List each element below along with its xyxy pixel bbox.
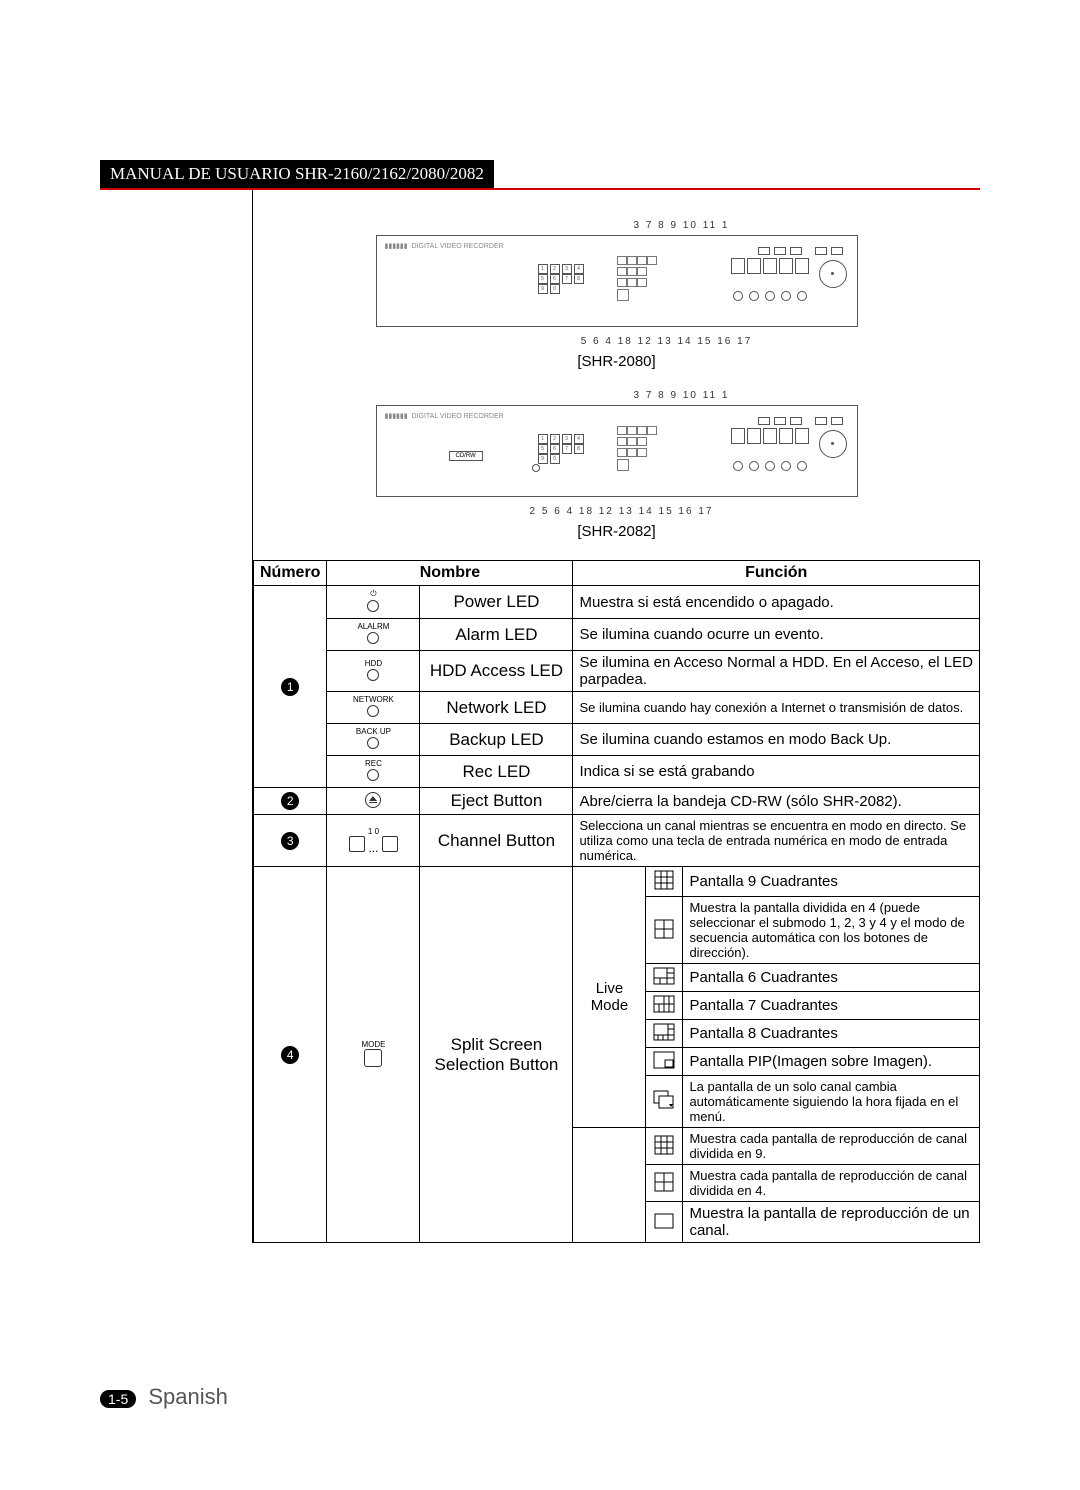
model-label: [SHR-2080] xyxy=(253,353,980,370)
channel-button-grid: 1234 5678 90 xyxy=(537,434,585,464)
mode-button-icon: MODE xyxy=(333,1040,413,1070)
pip-icon xyxy=(653,1051,675,1069)
eject-front-icon xyxy=(532,464,540,472)
col-number: Número xyxy=(254,561,327,586)
item-name: Network LED xyxy=(420,692,573,724)
row-number-badge: 3 xyxy=(281,832,299,850)
sequence-icon xyxy=(653,1090,675,1110)
mode-icons xyxy=(617,256,657,303)
col-name: Nombre xyxy=(327,561,573,586)
jog-dial-icon xyxy=(819,430,847,458)
callout-top: 3 7 8 9 10 11 1 xyxy=(253,390,980,401)
row-number-badge: 4 xyxy=(281,1046,299,1064)
dvr-front-2080: ▮▮▮▮▮▮ DIGITAL VIDEO RECORDER 1234 5678 … xyxy=(376,235,858,327)
item-func: Pantalla 7 Cuadrantes xyxy=(683,992,980,1020)
grid8-icon xyxy=(653,1023,675,1041)
mode-icons xyxy=(617,426,657,473)
item-func: Pantalla 9 Cuadrantes xyxy=(683,867,980,897)
channel-button-grid: 1234 5678 90 xyxy=(537,264,585,294)
jog-dial-icon xyxy=(819,260,847,288)
table-header-row: Número Nombre Función xyxy=(254,561,980,586)
spec-table: Número Nombre Función 1 ⏻ Power LED Mues… xyxy=(253,560,980,1243)
diagram-shr-2082: 3 7 8 9 10 11 1 ▮▮▮▮▮▮ DIGITAL VIDEO REC… xyxy=(253,390,980,540)
grid4-icon xyxy=(654,919,674,939)
table-row: 1 ⏻ Power LED Muestra si está encendido … xyxy=(254,586,980,619)
model-label: [SHR-2082] xyxy=(253,523,980,540)
brand-label: ▮▮▮▮▮▮ DIGITAL VIDEO RECORDER xyxy=(385,412,504,420)
eject-button-icon xyxy=(365,792,381,808)
right-controls xyxy=(730,258,847,309)
callout-bottom: 2 5 6 4 18 12 13 14 15 16 17 xyxy=(253,506,980,517)
item-name: Rec LED xyxy=(420,756,573,788)
channel-button-icon: 1 0 ... xyxy=(333,827,413,855)
item-name: Alarm LED xyxy=(420,619,573,651)
table-row: BACK UP Backup LED Se ilumina cuando est… xyxy=(254,724,980,756)
table-row: NETWORK Network LED Se ilumina cuando ha… xyxy=(254,692,980,724)
backup-led-icon: BACK UP xyxy=(333,727,413,751)
rec-led-icon: REC xyxy=(333,759,413,783)
callout-top: 3 7 8 9 10 11 1 xyxy=(253,220,980,231)
grid6-icon xyxy=(653,967,675,985)
network-led-icon: NETWORK xyxy=(333,695,413,719)
table-row: 4 MODE Split Screen Selection Button Liv… xyxy=(254,867,980,897)
item-func: Muestra cada pantalla de reproducción de… xyxy=(683,1128,980,1165)
item-func: Indica si se está grabando xyxy=(573,756,980,788)
item-func: Pantalla PIP(Imagen sobre Imagen). xyxy=(683,1048,980,1076)
table-row: 3 1 0 ... Channel Button Selecciona un c… xyxy=(254,815,980,867)
row-number-badge: 1 xyxy=(281,678,299,696)
item-func: Pantalla 8 Cuadrantes xyxy=(683,1020,980,1048)
grid9-icon xyxy=(654,870,674,890)
item-func: Se ilumina cuando estamos en modo Back U… xyxy=(573,724,980,756)
diagram-shr-2080: 3 7 8 9 10 11 1 ▮▮▮▮▮▮ DIGITAL VIDEO REC… xyxy=(253,220,980,370)
item-name: Backup LED xyxy=(420,724,573,756)
table-row: ALALRM Alarm LED Se ilumina cuando ocurr… xyxy=(254,619,980,651)
col-func: Función xyxy=(573,561,980,586)
item-name: Channel Button xyxy=(420,815,573,867)
item-func: Muestra la pantalla de reproducción de u… xyxy=(683,1202,980,1243)
item-func: Muestra cada pantalla de reproducción de… xyxy=(683,1165,980,1202)
table-row: 2 Eject Button Abre/cierra la bandeja CD… xyxy=(254,788,980,815)
item-func: Selecciona un canal mientras se encuentr… xyxy=(573,815,980,867)
live-mode-label: Live Mode xyxy=(573,867,646,1128)
item-func: Se ilumina en Acceso Normal a HDD. En el… xyxy=(573,651,980,692)
table-row: HDD HDD Access LED Se ilumina en Acceso … xyxy=(254,651,980,692)
page-number-badge: 1-5 xyxy=(100,1390,136,1408)
single-icon xyxy=(654,1213,674,1229)
row-number-badge: 2 xyxy=(281,792,299,810)
right-controls xyxy=(730,428,847,479)
grid4-icon xyxy=(654,1172,674,1192)
item-name: Split Screen Selection Button xyxy=(420,867,573,1243)
callout-bottom: 5 6 4 18 12 13 14 15 16 17 xyxy=(253,336,980,347)
footer-language: Spanish xyxy=(148,1384,228,1409)
item-func: Se ilumina cuando ocurre un evento. xyxy=(573,619,980,651)
item-func: Muestra si está encendido o apagado. xyxy=(573,586,980,619)
item-func: Pantalla 6 Cuadrantes xyxy=(683,964,980,992)
item-name: HDD Access LED xyxy=(420,651,573,692)
item-func: Muestra la pantalla dividida en 4 (puede… xyxy=(683,897,980,964)
item-func: Se ilumina cuando hay conexión a Interne… xyxy=(573,692,980,724)
table-row: REC Rec LED Indica si se está grabando xyxy=(254,756,980,788)
hdd-led-icon: HDD xyxy=(333,659,413,683)
item-name: Eject Button xyxy=(420,788,573,815)
item-name: Power LED xyxy=(420,586,573,619)
page-footer: 1-5 Spanish xyxy=(100,1384,228,1410)
alarm-led-icon: ALALRM xyxy=(333,622,413,646)
brand-label: ▮▮▮▮▮▮ DIGITAL VIDEO RECORDER xyxy=(385,242,504,250)
grid7-icon xyxy=(653,995,675,1013)
item-func: La pantalla de un solo canal cambia auto… xyxy=(683,1076,980,1128)
grid9-icon xyxy=(654,1135,674,1155)
dvr-front-2082: ▮▮▮▮▮▮ DIGITAL VIDEO RECORDER CD/RW 1234… xyxy=(376,405,858,497)
cdrw-slot: CD/RW xyxy=(449,451,483,461)
manual-header: MANUAL DE USUARIO SHR-2160/2162/2080/208… xyxy=(100,160,494,188)
item-func: Abre/cierra la bandeja CD-RW (sólo SHR-2… xyxy=(573,788,980,815)
content-column: 3 7 8 9 10 11 1 ▮▮▮▮▮▮ DIGITAL VIDEO REC… xyxy=(252,190,980,1243)
power-led-icon: ⏻ xyxy=(333,589,413,614)
